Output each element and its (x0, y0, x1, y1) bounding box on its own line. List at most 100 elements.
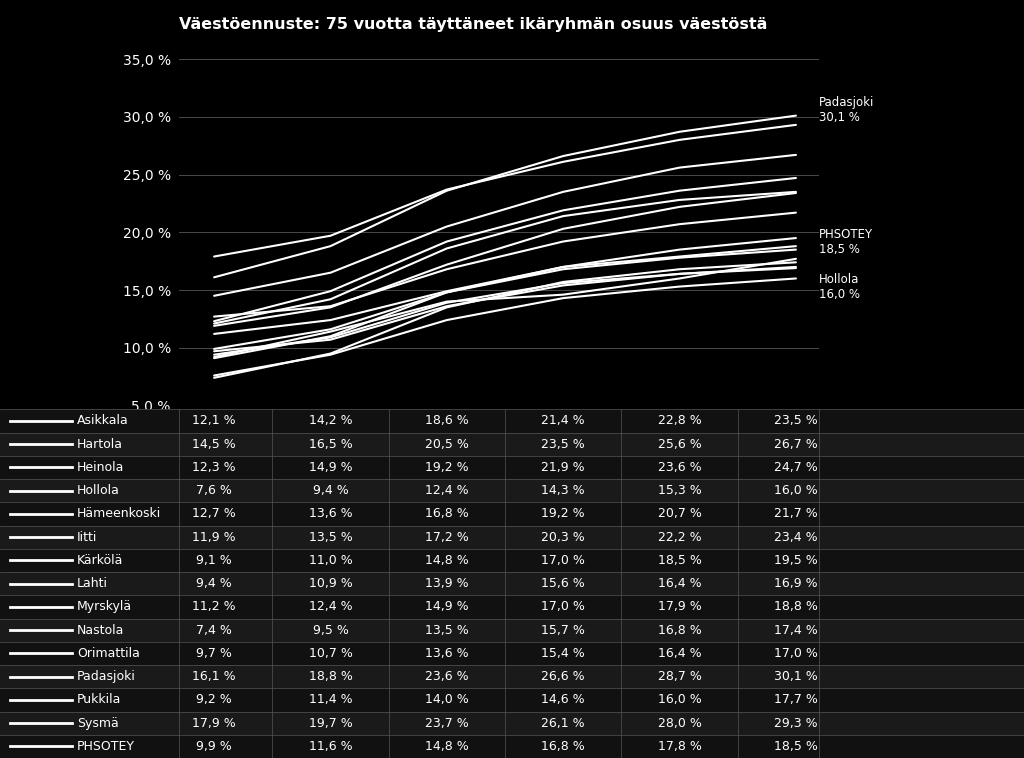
Text: Asikkala: Asikkala (77, 415, 129, 428)
Text: 15,3 %: 15,3 % (657, 484, 701, 497)
Text: 16,1 %: 16,1 % (193, 670, 236, 683)
Text: 22,2 %: 22,2 % (657, 531, 701, 543)
Text: 17,9 %: 17,9 % (193, 716, 236, 730)
Text: 16,8 %: 16,8 % (657, 624, 701, 637)
Bar (0, 595, 1024, 619)
Text: 16,8 %: 16,8 % (425, 507, 469, 521)
Text: 18,8 %: 18,8 % (308, 670, 352, 683)
Text: 9,2 %: 9,2 % (197, 694, 232, 706)
Text: Hollola
16,0 %: Hollola 16,0 % (819, 273, 860, 301)
Text: 13,5 %: 13,5 % (308, 531, 352, 543)
Bar (0, 665, 1024, 688)
Text: Lahti: Lahti (77, 577, 108, 590)
Text: 11,0 %: 11,0 % (308, 554, 352, 567)
Text: 12,4 %: 12,4 % (425, 484, 469, 497)
Text: Hämeenkoski: Hämeenkoski (77, 507, 161, 521)
Text: Kärkölä: Kärkölä (77, 554, 123, 567)
Text: Väestöennuste: 75 vuotta täyttäneet ikäryhmän osuus väestöstä: Väestöennuste: 75 vuotta täyttäneet ikär… (179, 17, 768, 32)
Text: 9,4 %: 9,4 % (312, 484, 348, 497)
Text: 25,6 %: 25,6 % (657, 437, 701, 451)
Text: 16,0 %: 16,0 % (774, 484, 818, 497)
Text: 18,5 %: 18,5 % (774, 740, 818, 753)
Text: 28,0 %: 28,0 % (657, 716, 701, 730)
Text: 9,4 %: 9,4 % (197, 577, 232, 590)
Bar (0, 735, 1024, 758)
Text: 16,9 %: 16,9 % (774, 577, 818, 590)
Text: 14,8 %: 14,8 % (425, 554, 469, 567)
Text: PHSOTEY: PHSOTEY (77, 740, 135, 753)
Text: 20,5 %: 20,5 % (425, 437, 469, 451)
Text: 14,2 %: 14,2 % (308, 415, 352, 428)
Text: 30,1 %: 30,1 % (774, 670, 818, 683)
Bar (0, 479, 1024, 503)
Text: 13,6 %: 13,6 % (425, 647, 469, 660)
Text: 15,4 %: 15,4 % (542, 647, 585, 660)
Text: 17,0 %: 17,0 % (542, 554, 585, 567)
Text: Heinola: Heinola (77, 461, 124, 474)
Text: 21,4 %: 21,4 % (542, 415, 585, 428)
Text: 13,9 %: 13,9 % (425, 577, 469, 590)
Text: 19,7 %: 19,7 % (308, 716, 352, 730)
Text: 9,9 %: 9,9 % (197, 740, 232, 753)
Text: 9,7 %: 9,7 % (197, 647, 232, 660)
Text: 7,6 %: 7,6 % (197, 484, 232, 497)
Text: 23,4 %: 23,4 % (774, 531, 818, 543)
Text: 10,9 %: 10,9 % (308, 577, 352, 590)
Text: 14,0 %: 14,0 % (425, 694, 469, 706)
Text: 24,7 %: 24,7 % (774, 461, 818, 474)
Bar (0, 619, 1024, 642)
Text: Padasjoki: Padasjoki (77, 670, 135, 683)
Text: Orimattila: Orimattila (77, 647, 139, 660)
Bar (0, 409, 1024, 433)
Text: 17,8 %: 17,8 % (657, 740, 701, 753)
Text: 18,5 %: 18,5 % (657, 554, 701, 567)
Text: 28,7 %: 28,7 % (657, 670, 701, 683)
Bar (0, 525, 1024, 549)
Text: 16,5 %: 16,5 % (308, 437, 352, 451)
Text: 20,7 %: 20,7 % (657, 507, 701, 521)
Bar (0, 712, 1024, 735)
Text: 21,9 %: 21,9 % (542, 461, 585, 474)
Bar (0, 433, 1024, 456)
Text: 12,1 %: 12,1 % (193, 415, 236, 428)
Bar (0, 456, 1024, 479)
Text: PHSOTEY
18,5 %: PHSOTEY 18,5 % (819, 227, 873, 255)
Text: 26,6 %: 26,6 % (542, 670, 585, 683)
Text: 26,7 %: 26,7 % (774, 437, 818, 451)
Text: 23,5 %: 23,5 % (774, 415, 818, 428)
Text: 12,7 %: 12,7 % (193, 507, 236, 521)
Text: 20,3 %: 20,3 % (542, 531, 585, 543)
Text: Hollola: Hollola (77, 484, 120, 497)
Text: 21,7 %: 21,7 % (774, 507, 818, 521)
Text: Sysmä: Sysmä (77, 716, 119, 730)
Text: 18,6 %: 18,6 % (425, 415, 469, 428)
Text: 29,3 %: 29,3 % (774, 716, 818, 730)
Text: 10,7 %: 10,7 % (308, 647, 352, 660)
Bar (0, 688, 1024, 712)
Text: 11,9 %: 11,9 % (193, 531, 236, 543)
Text: 23,7 %: 23,7 % (425, 716, 469, 730)
Text: 16,0 %: 16,0 % (657, 694, 701, 706)
Text: 23,6 %: 23,6 % (657, 461, 701, 474)
Text: 17,9 %: 17,9 % (657, 600, 701, 613)
Text: 17,4 %: 17,4 % (774, 624, 818, 637)
Text: 16,8 %: 16,8 % (542, 740, 585, 753)
Text: 11,2 %: 11,2 % (193, 600, 236, 613)
Text: 15,7 %: 15,7 % (542, 624, 585, 637)
Text: 11,6 %: 11,6 % (308, 740, 352, 753)
Text: 15,6 %: 15,6 % (542, 577, 585, 590)
Text: 13,5 %: 13,5 % (425, 624, 469, 637)
Text: 14,9 %: 14,9 % (425, 600, 469, 613)
Text: 23,6 %: 23,6 % (425, 670, 469, 683)
Text: 17,2 %: 17,2 % (425, 531, 469, 543)
Bar (0, 642, 1024, 665)
Text: 7,4 %: 7,4 % (197, 624, 232, 637)
Text: 16,4 %: 16,4 % (657, 577, 701, 590)
Text: 14,6 %: 14,6 % (542, 694, 585, 706)
Text: 17,0 %: 17,0 % (774, 647, 818, 660)
Text: Pukkila: Pukkila (77, 694, 121, 706)
Text: 12,3 %: 12,3 % (193, 461, 236, 474)
Text: 9,1 %: 9,1 % (197, 554, 232, 567)
Text: 19,5 %: 19,5 % (774, 554, 818, 567)
Text: Padasjoki
30,1 %: Padasjoki 30,1 % (819, 96, 874, 124)
